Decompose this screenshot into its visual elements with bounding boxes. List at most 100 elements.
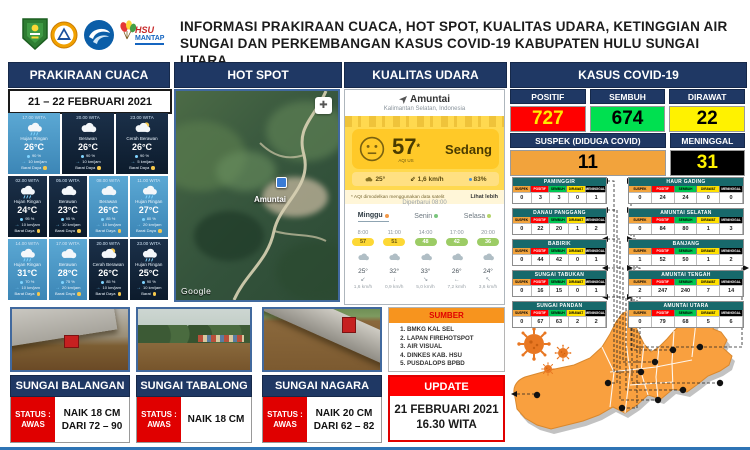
district-col-header: DIRAWAT (567, 310, 586, 316)
weather-time: 11.00 WITA (137, 178, 161, 183)
wind-icon: → (75, 159, 81, 165)
hour-cloud-icon (387, 248, 401, 266)
district-column-headers: SUSPEK POSITIF SEMBUH DIRAWAT MENINGGAL (629, 310, 743, 316)
compass-button[interactable]: ✚ (315, 97, 332, 114)
covid-stat: SEMBUH 674 (589, 89, 666, 132)
weather-condition-label: Hujan Ringan (135, 262, 163, 267)
district-col-value: 1 (568, 223, 588, 234)
weather-card: 17.00 WITA Berawan 28°C 75 % → 20 km/jam … (48, 239, 87, 300)
weather-wind-direction: Barat Daya (129, 165, 150, 170)
district-col-value: 50 (674, 254, 698, 265)
district-col-value: 0 (697, 192, 721, 203)
air-quality-card: Amuntai Kalimantan Selatan, Indonesia 57… (344, 89, 505, 305)
map-pin-marker[interactable] (276, 177, 287, 188)
hour-aqi-pill: 36 (477, 238, 499, 246)
weather-time: 23.00 WITA (130, 115, 154, 120)
weather-humidity: 90 % (85, 153, 96, 158)
weather-condition-label: Hujan Ringan (135, 199, 163, 204)
district-col-header: SEMBUH (549, 186, 568, 192)
district-col-header: POSITIF (531, 248, 550, 254)
district-col-header: MENINGGAL (720, 217, 743, 223)
hour-wind-speed: 5,0 km/h (416, 285, 435, 290)
district-values: 0 16 15 0 1 (513, 285, 606, 296)
weather-temperature: 26°C (98, 268, 119, 278)
sources-box: SUMBER BMKG KAL SELLAPAN FIREHOTSPOTAIR … (388, 307, 505, 372)
tab-status-dot (384, 213, 389, 218)
weather-wind: 10 km/jam (143, 285, 162, 290)
day-tab[interactable]: Senin (414, 212, 439, 222)
hour-temp: 33° (420, 268, 431, 275)
district-column-headers: SUSPEK POSITIF SEMBUH DIRAWAT MENINGGAL (629, 248, 743, 254)
hour-temp: 26° (451, 268, 462, 275)
district-col-value: 68 (674, 316, 698, 327)
wind-icon: → (55, 285, 61, 291)
status-label: STATUS : (141, 409, 177, 419)
wind-icon: → (21, 159, 27, 165)
covid-stat-label: SEMBUH (589, 89, 666, 104)
district-col-header: DIRAWAT (697, 248, 721, 254)
covid-panel-title: KASUS COVID-19 (510, 62, 747, 88)
river-status-card: SUNGAI TABALONG STATUS : AWAS NAIK 18 CM (136, 375, 252, 443)
day-tab[interactable]: Minggu (357, 212, 389, 222)
district-col-value: 1 (587, 285, 606, 296)
district-col-header: MENINGGAL (585, 248, 606, 254)
update-time: 16.30 WITA (416, 419, 477, 431)
weather-temperature: 26°C (131, 142, 153, 152)
district-col-header: DIRAWAT (567, 186, 586, 192)
virus-icon (516, 326, 552, 362)
weather-condition-icon (16, 247, 38, 262)
weather-wind-direction: Barat Daya (14, 291, 35, 296)
river-range: DARI 72 – 90 (61, 420, 123, 432)
face-icon (359, 136, 385, 162)
bottom-border-strip (0, 447, 750, 450)
covid-district-table: SUNGAI TABUKAN SUSPEK POSITIF SEMBUH DIRAWA… (512, 270, 607, 297)
tab-status-dot (434, 214, 439, 218)
weather-row-1: 17.00 WITA Hujan Ringan 26°C 90 % → 10 km… (8, 113, 168, 174)
hour-label: 8:00 (357, 230, 369, 236)
day-tab[interactable]: Selasa (464, 212, 492, 222)
hourly-column: 20:00 36 24° ↖ 3,6 km/h (474, 230, 502, 290)
district-col-header: MENINGGAL (585, 217, 606, 223)
compass-dot-icon (36, 229, 40, 233)
covid-district-tables-left: PAMINGGIR SUSPEK POSITIF SEMBUH DIRAWAT MENI… (512, 177, 607, 328)
district-col-header: SEMBUH (674, 186, 698, 192)
district-col-header: DIRAWAT (567, 279, 586, 285)
weather-date-range: 21 – 22 FEBRUARI 2021 (8, 89, 172, 114)
weather-temperature: 31°C (17, 268, 38, 278)
aqi-banner: 57* AQI US Sedang 25° ⇙ 1,6 km/h 83% * AQ… (345, 116, 504, 204)
page-title: INFORMASI PRAKIRAAN CUACA, HOT SPOT, KUA… (180, 18, 745, 69)
district-col-header: SUSPEK (629, 248, 652, 254)
kominfo-logo (83, 19, 115, 51)
weather-time: 17.00 WITA (56, 241, 80, 246)
district-col-value: 24 (674, 192, 698, 203)
weather-wind: 10 km/jam (62, 222, 81, 227)
district-col-value: 67 (531, 316, 551, 327)
aqi-footnote: * AQI dimodelkan menggunakan data sateli… (351, 194, 445, 200)
weather-condition-icon (16, 184, 38, 199)
water-gauge-marker (342, 317, 356, 333)
district-col-value: 1 (697, 223, 721, 234)
weather-temperature: 27°C (138, 205, 159, 215)
weather-wind-direction: Barat Daya (75, 165, 96, 170)
river-status-badge: STATUS : AWAS (11, 397, 55, 442)
wind-icon: → (14, 285, 20, 291)
district-values: 0 79 68 5 6 (629, 316, 743, 327)
river-change: NAIK 18 CM (63, 407, 121, 419)
compass-dot-icon (97, 166, 101, 170)
hotspot-satellite-map[interactable]: Amuntai ✚ Google (174, 89, 340, 302)
wind-icon: → (130, 159, 136, 165)
aqi-category: Sedang (445, 141, 492, 157)
see-more-link[interactable]: Lihat lebih (470, 194, 499, 200)
status-label: STATUS : (15, 409, 51, 419)
river-status-card: SUNGAI BALANGAN STATUS : AWAS NAIK 18 CM… (10, 375, 130, 443)
weather-time: 23.00 WITA (137, 241, 161, 246)
district-col-header: POSITIF (531, 310, 550, 316)
weather-condition-label: Cerah Berawan (126, 136, 158, 141)
district-col-header: SUSPEK (629, 217, 652, 223)
compass-dot-icon (117, 292, 121, 296)
district-col-header: SEMBUH (674, 248, 698, 254)
weather-card: 23.00 WITA Hujan Ringan 25°C 90 % → 10 km… (129, 239, 168, 300)
weather-condition-label: Berawan (58, 262, 77, 267)
compass-dot-icon (152, 292, 157, 296)
